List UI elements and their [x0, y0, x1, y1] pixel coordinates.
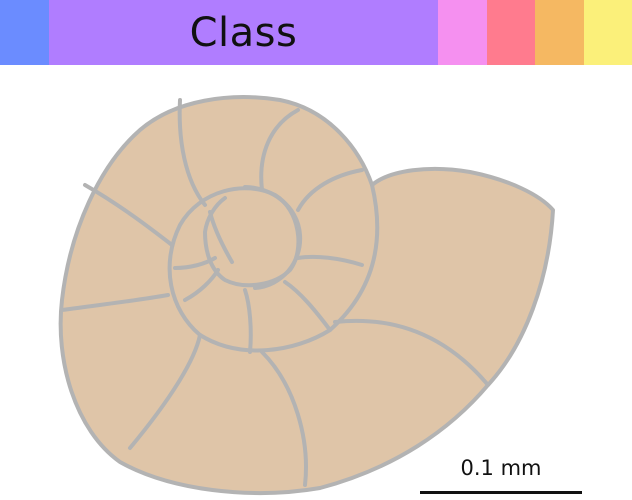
rank-segment-class: Class: [49, 0, 438, 65]
shell-inner-chamber: [243, 185, 303, 290]
rank-segment-genus: [535, 0, 584, 65]
shell-septum-7: [259, 108, 300, 192]
scale-bar: [420, 491, 582, 494]
shell-septum-1: [177, 98, 207, 207]
shell-septum-9: [296, 254, 364, 267]
shell-septum-6: [333, 318, 490, 387]
taxonomy-rank-bar: Class: [0, 0, 632, 65]
shell-septum-14: [208, 210, 234, 264]
scale-bar-label: 0.1 mm: [460, 456, 542, 480]
shell-septum-13: [173, 256, 217, 270]
shell-septum-11: [243, 288, 253, 354]
rank-segment-family: [487, 0, 535, 65]
shell-septum-12: [183, 268, 220, 302]
shell-septum-5: [260, 350, 308, 487]
shell-spiral-whorl: [167, 183, 380, 353]
rank-segment-species: [584, 0, 632, 65]
shell-septum-10: [283, 280, 332, 332]
shell-septum-4: [128, 333, 202, 450]
shell-septum-2: [83, 183, 174, 247]
rank-label: Class: [189, 9, 298, 56]
rank-segment-domain: [0, 0, 49, 65]
shell-outline: [58, 95, 555, 495]
shell-septum-3: [60, 293, 170, 312]
shell-septum-8: [296, 168, 364, 212]
rank-segment-order: [438, 0, 487, 65]
